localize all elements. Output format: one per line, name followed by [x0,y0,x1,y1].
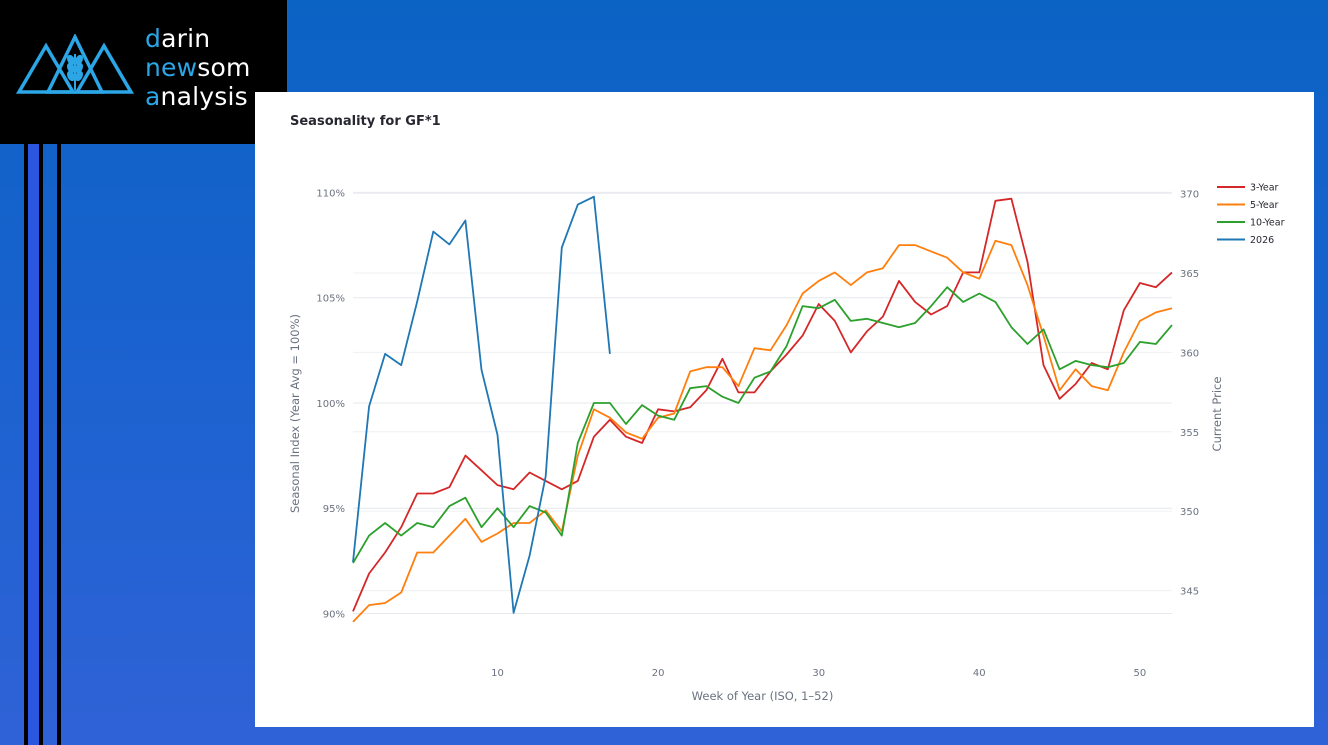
y-tick-label: 100% [316,399,345,410]
series-line-3-year [352,197,1173,612]
y-axis-label: Seasonal Index (Year Avg = 100%) [288,314,302,513]
x-tick-label: 50 [1134,668,1147,679]
brand-initial-d: d [145,24,162,53]
legend-label-5-year: 5-Year [1250,200,1279,211]
brand-initial-n: n [145,53,162,82]
brand-wordmark: darin newsom analysis [145,24,251,111]
decor-stripe [57,144,61,745]
y-tick-label: 90% [323,610,345,621]
decor-stripe [24,144,28,745]
mountain-wheat-icon [16,34,135,94]
brand-initial-a: a [145,82,161,111]
brand-mid-ew: ew [161,53,198,82]
x-tick-label: 30 [812,668,825,679]
y-tick-label: 105% [316,294,345,305]
legend-label-3-year: 3-Year [1250,183,1279,194]
y2-tick-label: 360 [1180,348,1199,359]
brand-line-2: newsom [145,53,251,82]
brand-line-1: darin [145,24,251,53]
brand-line-3: analysis [145,82,251,111]
chart-title: Seasonality for GF*1 [290,114,441,129]
y-tick-label: 95% [323,504,345,515]
brand-logo: darin newsom analysis [0,0,287,144]
brand-rest-3: nalysis [160,82,248,111]
series-line-2026 [352,195,611,614]
y2-tick-label: 350 [1180,507,1199,518]
legend-label-2026: 2026 [1250,235,1274,246]
y2-axis-label: Current Price [1210,377,1224,452]
series-line-10-year [352,286,1173,564]
series-line-5-year [352,239,1173,623]
decor-stripe [39,144,43,745]
y-tick-label: 110% [316,188,345,199]
brand-rest-1: arin [161,24,211,53]
x-axis-label: Week of Year (ISO, 1–52) [692,689,834,703]
y2-tick-label: 345 [1180,587,1199,598]
decor-stripe [28,144,39,745]
x-tick-label: 40 [973,668,986,679]
x-tick-label: 20 [652,668,665,679]
seasonality-chart: 90% 95% 100% 105% 110% 345 350 355 360 365 370 10 20… [288,183,1285,704]
y2-tick-label: 355 [1180,428,1199,439]
y2-tick-label: 370 [1180,190,1199,201]
y2-tick-label: 365 [1180,269,1199,280]
legend-label-10-year: 10-Year [1250,218,1285,229]
brand-rest-2: som [197,53,251,82]
x-tick-label: 10 [491,668,504,679]
chart-panel: Seasonality for GF*1 90% 95% 100% 105% 110% 3… [255,92,1314,727]
